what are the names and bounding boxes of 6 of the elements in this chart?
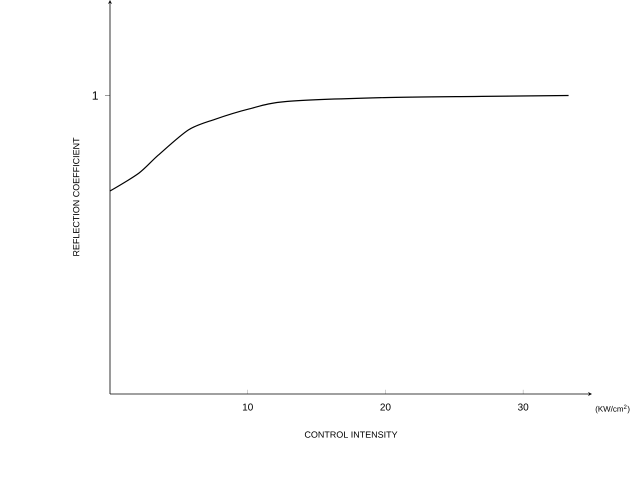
x-tick-label: 10 (242, 404, 253, 411)
x-tick-label: 30 (518, 404, 528, 411)
y-axis-title: REFLECTION COEFFICIENT (73, 138, 80, 256)
text: 1 (92, 91, 98, 100)
x-tick-label: 20 (380, 404, 391, 411)
x-axis-title: CONTROL INTENSITY (304, 431, 398, 438)
